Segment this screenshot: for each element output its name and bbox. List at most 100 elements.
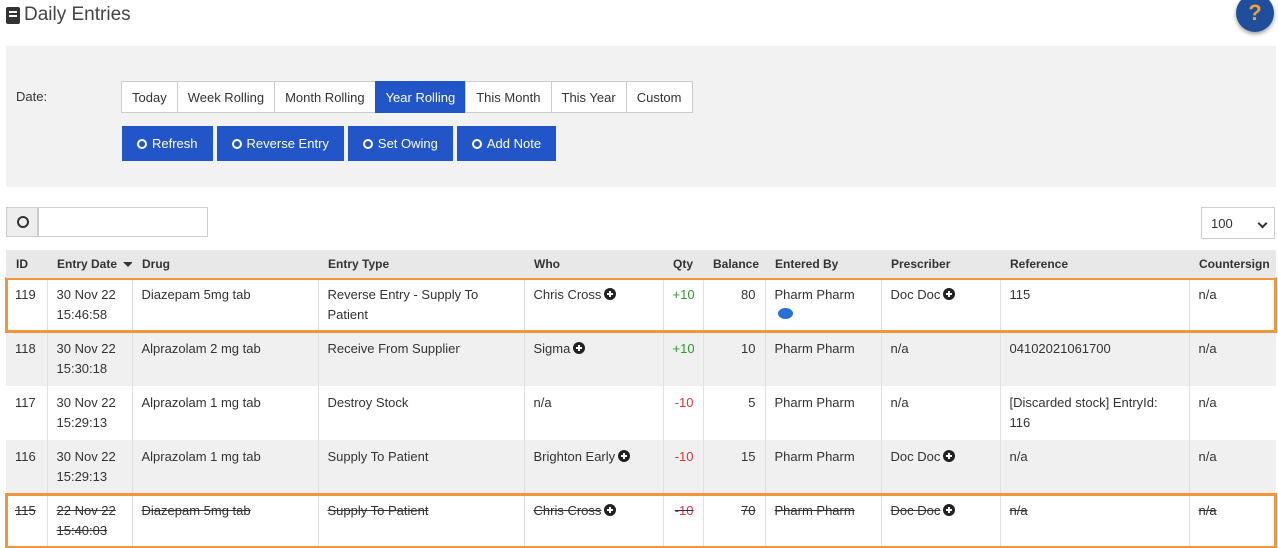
cell-text: Alprazolam 1 mg tab: [141, 449, 261, 464]
action-button[interactable]: Reverse Entry: [216, 126, 344, 161]
table-cell: 30 Nov 22 15:29:13: [46, 440, 132, 494]
table-cell: n/a: [523, 386, 663, 440]
table-cell: 22 Nov 22 15:40:03: [46, 494, 132, 548]
table-cell: n/a: [880, 386, 1000, 440]
table-row: 116 30 Nov 22 15:29:13 Alprazolam 1 mg tab…: [6, 440, 1276, 494]
page-size-select[interactable]: 100: [1201, 207, 1275, 239]
table-row: 118 30 Nov 22 15:30:18 Alprazolam 2 mg tab…: [6, 332, 1276, 386]
table-cell: n/a: [1188, 278, 1276, 332]
action-button[interactable]: Add Note: [456, 126, 557, 161]
table-row: 115 22 Nov 22 15:40:03 Diazepam 5mg tab Sup…: [5, 493, 1277, 548]
table-cell: n/a: [1188, 440, 1276, 494]
table-cell: Receive From Supplier: [317, 332, 524, 386]
add-icon[interactable]: [604, 288, 617, 300]
cell-text: 30 Nov 22 15:30:18: [56, 341, 116, 376]
cell-text: n/a: [1198, 287, 1217, 302]
page-title: Daily Entries: [6, 4, 131, 26]
table-cell: Pharm Pharm: [764, 332, 881, 386]
cell-text: 15: [741, 449, 756, 464]
cell-text: +10: [672, 341, 695, 356]
cell-text: -10: [674, 449, 694, 464]
help-button[interactable]: ?: [1236, 0, 1274, 32]
column-header: Balance: [703, 250, 765, 278]
column-header: Entry Date: [47, 250, 132, 278]
table-cell: Sigma: [523, 332, 663, 386]
table-cell: n/a: [1188, 386, 1276, 440]
cell-text: Pharm Pharm: [774, 287, 855, 302]
add-icon[interactable]: [604, 504, 617, 516]
action-label: Set Owing: [377, 136, 438, 151]
action-label: Refresh: [152, 136, 198, 151]
table-cell: Pharm Pharm: [764, 440, 881, 494]
comment-icon[interactable]: [777, 308, 793, 319]
table-cell: Chris Cross: [523, 494, 663, 548]
header-text: ID: [16, 257, 28, 271]
cell-text: 117: [15, 395, 36, 410]
cell-text: Pharm Pharm: [774, 503, 855, 518]
cell-text: Alprazolam 2 mg tab: [141, 341, 261, 356]
table-cell: Supply To Patient: [317, 494, 524, 548]
table-cell: n/a: [1188, 494, 1276, 548]
cell-text: n/a: [890, 395, 909, 410]
range-button[interactable]: This Month: [465, 81, 552, 113]
table-cell: 116: [6, 440, 47, 494]
table-cell: [Discarded stock] EntryId: 116: [999, 386, 1189, 440]
icon: [137, 138, 147, 149]
table-cell: 70: [702, 494, 765, 548]
range-button[interactable]: Today: [121, 81, 178, 113]
table-cell: -10: [662, 494, 703, 548]
header-text: Entry Type: [328, 257, 390, 271]
range-button[interactable]: This Year: [550, 81, 627, 113]
cell-text: -10: [674, 503, 694, 518]
search-input[interactable]: [38, 207, 208, 237]
cell-text: 10: [741, 341, 756, 356]
add-icon[interactable]: [618, 450, 631, 462]
table-cell: -10: [662, 386, 703, 440]
cell-text: 119: [15, 287, 36, 302]
action-label: Reverse Entry: [246, 136, 329, 151]
add-icon[interactable]: [943, 288, 956, 300]
date-label: Date:: [16, 89, 48, 104]
cell-text: 80: [741, 287, 756, 302]
cell-text: n/a: [890, 341, 909, 356]
table-cell: Reverse Entry - Supply To Patient: [317, 278, 524, 332]
cell-text: Alprazolam 1 mg tab: [141, 395, 261, 410]
table-cell: Chris Cross: [523, 278, 663, 332]
table-cell: Brighton Early: [523, 440, 663, 494]
cell-text: 116: [15, 449, 36, 464]
range-button[interactable]: Custom: [625, 81, 693, 113]
cell-text: Chris Cross: [533, 503, 602, 518]
table-cell: Diazepam 5mg tab: [131, 494, 318, 548]
cell-text: n/a: [1198, 503, 1217, 518]
cell-text: Pharm Pharm: [774, 395, 855, 410]
title-text: Daily Entries: [24, 4, 131, 25]
table-cell: Pharm Pharm: [764, 278, 881, 332]
column-header: Entered By: [765, 250, 881, 278]
add-icon[interactable]: [943, 504, 956, 516]
cell-text: n/a: [1198, 449, 1217, 464]
table-cell: Alprazolam 2 mg tab: [131, 332, 318, 386]
action-button[interactable]: Refresh: [122, 126, 213, 161]
table-cell: 118: [6, 332, 47, 386]
header-text: Who: [534, 257, 560, 271]
cell-text: n/a: [1009, 449, 1028, 464]
header-text: Entry Date: [57, 257, 118, 271]
header-text: Prescriber: [891, 257, 951, 271]
range-button[interactable]: Month Rolling: [274, 81, 376, 113]
table-cell: 5: [702, 386, 765, 440]
header-text: Drug: [142, 257, 170, 271]
cell-text: 30 Nov 22 15:29:13: [56, 395, 116, 430]
table-cell: Diazepam 5mg tab: [131, 278, 318, 332]
add-icon[interactable]: [943, 450, 956, 462]
column-header: ID: [6, 250, 47, 278]
cell-text: 70: [741, 503, 756, 518]
search-button[interactable]: [6, 207, 38, 237]
range-button[interactable]: Year Rolling: [374, 81, 467, 113]
cell-text: 115: [1009, 287, 1031, 302]
range-button[interactable]: Week Rolling: [176, 81, 276, 113]
add-icon[interactable]: [573, 342, 586, 354]
action-button[interactable]: Set Owing: [347, 126, 453, 161]
table-cell: 117: [6, 386, 47, 440]
cell-text: 22 Nov 22 15:40:03: [56, 503, 116, 538]
table-cell: +10: [662, 278, 703, 332]
